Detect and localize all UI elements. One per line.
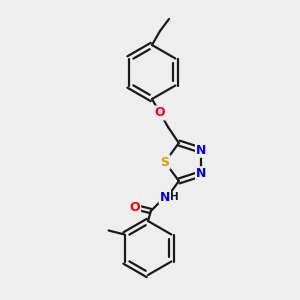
Text: S: S <box>160 155 169 169</box>
Text: N: N <box>196 167 206 180</box>
Text: N: N <box>160 190 170 203</box>
Text: H: H <box>170 192 179 202</box>
Text: O: O <box>155 106 165 119</box>
Text: N: N <box>196 144 206 157</box>
Text: O: O <box>130 200 140 214</box>
